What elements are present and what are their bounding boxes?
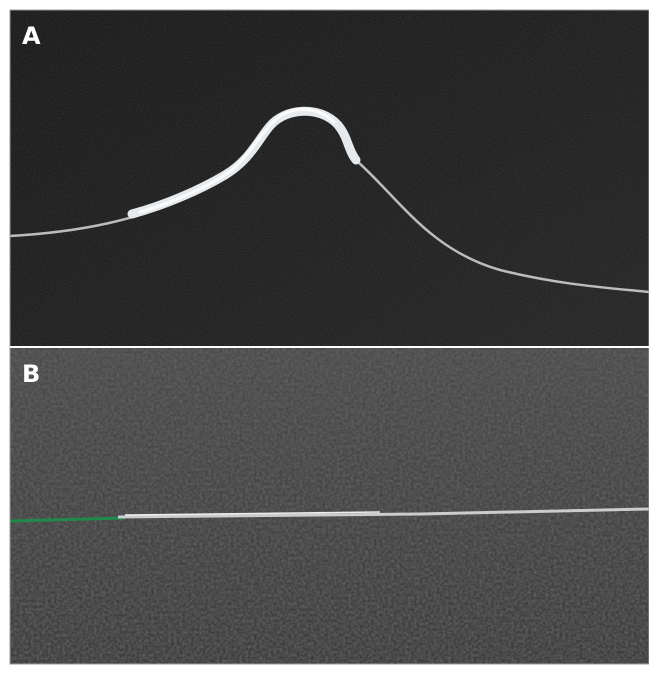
wire-highlight: [124, 511, 381, 516]
frame: [9, 9, 649, 665]
panel-a: A: [9, 10, 649, 346]
felt-texture: [10, 348, 649, 664]
panel-label: A: [22, 22, 41, 50]
panel-b: B: [9, 348, 649, 664]
panel-label: B: [22, 360, 40, 388]
wire-green: [9, 516, 126, 523]
felt-texture: [10, 10, 649, 346]
coating-highlight: [138, 107, 336, 214]
wire-silver: [117, 507, 649, 519]
